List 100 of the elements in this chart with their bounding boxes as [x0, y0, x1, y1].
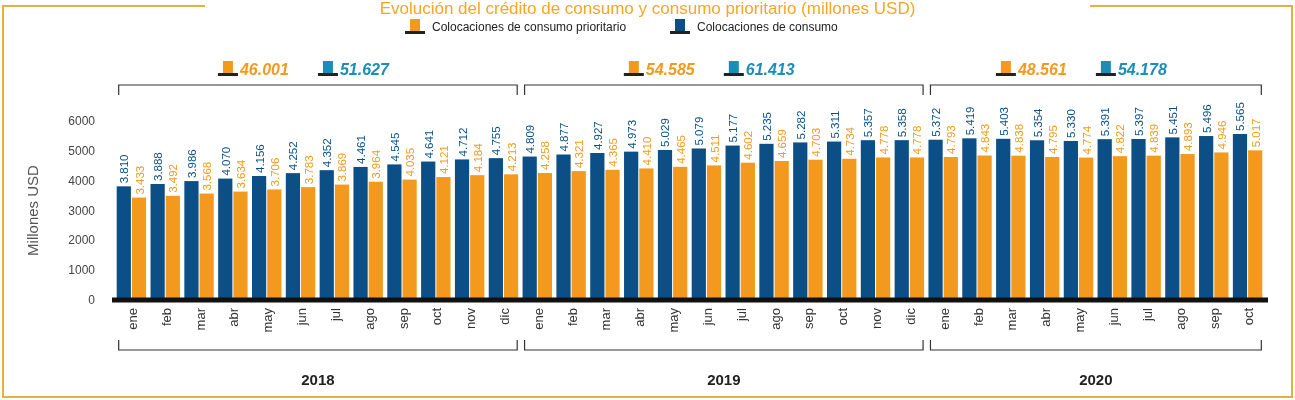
data-label: 3.964 — [370, 149, 383, 179]
data-label: 5.496 — [1200, 104, 1213, 134]
data-label: 4.778 — [911, 125, 924, 155]
bar — [301, 187, 316, 300]
bar — [740, 162, 755, 300]
legend-label: Colocaciones de consumo — [697, 20, 839, 34]
bar — [876, 157, 891, 300]
data-label: 4.352 — [321, 138, 334, 168]
x-tick-label: sep — [801, 308, 817, 329]
text: 51.627 — [339, 61, 390, 78]
data-label: 4.213 — [505, 142, 518, 172]
x-tick-label: feb — [158, 308, 174, 327]
bar — [894, 140, 909, 300]
data-label: 4.712 — [456, 127, 469, 157]
bar — [1078, 157, 1094, 300]
bar — [996, 138, 1011, 300]
x-tick-label: oct — [429, 307, 445, 326]
data-label: 5.177 — [727, 113, 740, 143]
bar — [605, 169, 620, 300]
bar — [624, 151, 639, 300]
data-label: 5.372 — [930, 107, 943, 137]
data-label: 3.433 — [133, 165, 146, 195]
x-tick-label: dic — [902, 307, 918, 325]
data-label: 5.391 — [1099, 107, 1112, 137]
bar — [402, 179, 417, 300]
data-label: 4.843 — [979, 123, 992, 153]
x-tick-label: ago — [1173, 308, 1189, 330]
data-label: 4.321 — [573, 139, 586, 169]
x-tick-label: nov — [869, 307, 885, 329]
data-label: 5.354 — [1031, 107, 1044, 138]
y-tick-label: 5000 — [68, 143, 96, 158]
data-label: 3.986 — [185, 149, 198, 179]
x-tick-label: ene — [124, 308, 140, 330]
text: 61.413 — [745, 61, 795, 78]
x-tick-label: jul — [327, 307, 343, 323]
bar — [1199, 136, 1214, 300]
x-tick-label: may — [666, 307, 682, 333]
bar — [353, 166, 368, 300]
y-tick-label: 6000 — [68, 114, 96, 128]
text: 2018 — [301, 371, 335, 388]
bar — [673, 166, 688, 300]
data-label: 5.282 — [794, 110, 807, 140]
bar — [165, 195, 180, 300]
bar — [454, 159, 470, 300]
x-tick-label: sep — [1207, 308, 1223, 329]
data-label: 4.839 — [1148, 123, 1161, 153]
data-label: 4.252 — [287, 141, 300, 171]
bar — [943, 157, 958, 300]
x-tick-label: jun — [1105, 308, 1121, 327]
data-label: 4.795 — [1046, 125, 1059, 154]
bar — [1011, 155, 1026, 300]
data-label: 4.258 — [539, 141, 552, 170]
x-tick-label: sep — [395, 308, 411, 329]
data-label: 3.869 — [336, 152, 349, 182]
bar — [233, 191, 248, 300]
bar — [1232, 133, 1248, 300]
x-tick-label: abr — [632, 307, 648, 327]
data-label: 5.397 — [1133, 107, 1146, 136]
data-label: 5.017 — [1249, 118, 1262, 148]
x-tick-label: jun — [294, 308, 310, 327]
bar — [150, 184, 165, 300]
data-label: 4.809 — [524, 124, 537, 154]
data-label: 5.358 — [896, 108, 909, 138]
x-tick-label: ene — [936, 308, 952, 330]
data-label: 5.079 — [693, 116, 706, 146]
x-tick-label: ago — [767, 308, 783, 330]
x-tick-label: may — [1071, 307, 1087, 333]
bar — [319, 170, 334, 300]
bar — [1146, 155, 1161, 300]
data-label: 4.035 — [404, 147, 417, 177]
data-label: 3.568 — [201, 161, 214, 191]
data-label: 4.365 — [607, 138, 620, 167]
bar — [860, 140, 876, 300]
bar — [503, 174, 519, 300]
bar — [1063, 140, 1078, 300]
data-label: 4.877 — [558, 122, 571, 152]
data-label: 4.973 — [625, 119, 638, 149]
data-label: 3.783 — [302, 155, 315, 185]
bar — [928, 139, 943, 300]
bar — [759, 143, 774, 300]
data-label: 4.703 — [809, 127, 822, 157]
data-label: 4.511 — [708, 134, 721, 163]
data-label: 4.659 — [776, 129, 789, 159]
bar — [470, 175, 485, 300]
data-label: 4.121 — [437, 145, 450, 175]
data-label: 5.357 — [862, 108, 875, 138]
data-label: 3.492 — [167, 164, 180, 193]
y-tick-label: 2000 — [68, 233, 96, 248]
bar — [522, 156, 537, 300]
x-tick-label: abr — [1038, 307, 1054, 327]
bar — [334, 184, 350, 300]
data-label: 5.451 — [1166, 105, 1179, 135]
data-label: 5.311 — [828, 110, 841, 139]
x-tick-label: mar — [192, 307, 208, 331]
data-label: 3.888 — [152, 152, 165, 182]
bar — [537, 172, 553, 300]
data-label: 4.774 — [1080, 125, 1093, 155]
bar — [368, 181, 383, 300]
x-tick-label: abr — [226, 307, 242, 327]
data-label: 4.461 — [355, 135, 368, 164]
